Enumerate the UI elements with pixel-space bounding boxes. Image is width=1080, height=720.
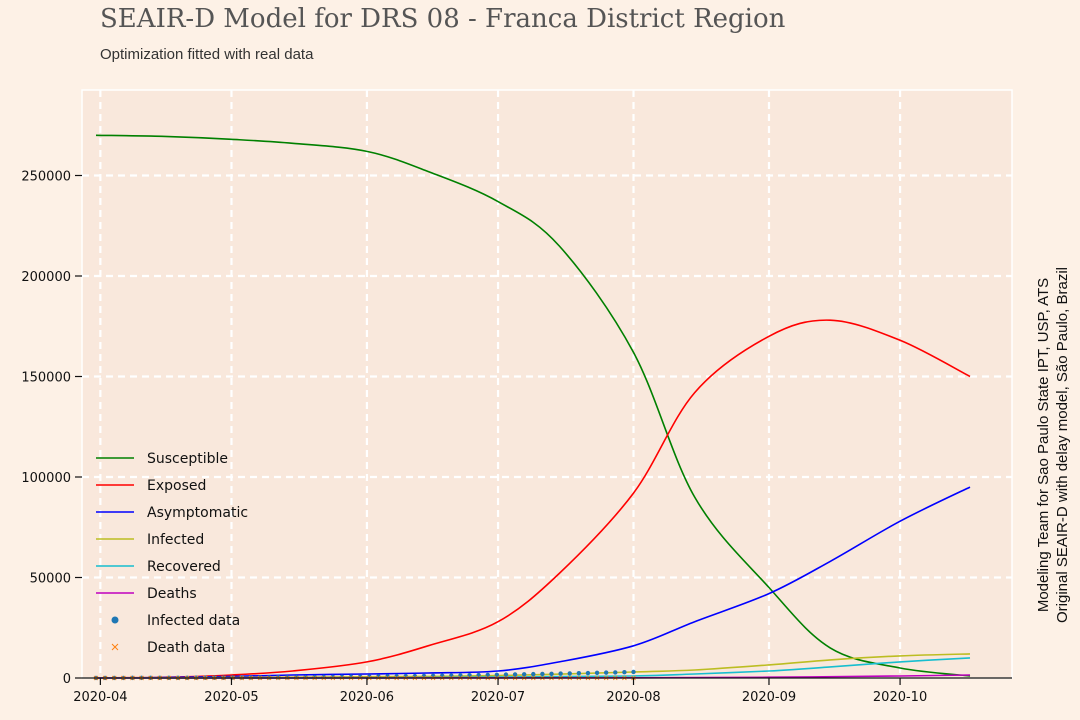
x-tick-label: 2020-05 [204, 690, 258, 705]
infected-data-point [503, 672, 509, 677]
side-note-group: Modeling Team for Sao Paulo State IPT, U… [1035, 267, 1071, 623]
grid [82, 90, 1012, 678]
infected-data-point [512, 672, 518, 677]
infected-data-point [540, 671, 545, 677]
legend: Susceptible Exposed Asymptomatic Infected Re… [96, 451, 248, 656]
y-tick-label: 250000 [21, 170, 71, 185]
legend-label: Exposed [147, 478, 206, 494]
legend-label: Infected data [147, 613, 240, 629]
y-tick-label: 50000 [30, 572, 71, 587]
legend-swatch [111, 643, 119, 651]
infected-data-point [549, 671, 554, 676]
infected-data-point [567, 671, 572, 676]
infected-data-point [303, 674, 308, 680]
infected-data-point [439, 673, 445, 678]
legend-label: Infected [147, 532, 204, 548]
chart-title: SEAIR-D Model for DRS 08 - Franca Distri… [100, 4, 786, 34]
legend-label: Asymptomatic [147, 505, 248, 521]
infected-data-point [594, 670, 600, 676]
infected-data-point [613, 670, 618, 675]
legend-swatch [111, 616, 119, 624]
y-tick-label: 200000 [21, 270, 71, 285]
y-tick-label: 0 [63, 672, 71, 687]
legend-label: Recovered [147, 559, 221, 575]
infected-data-point [558, 671, 563, 676]
legend-label: Death data [147, 640, 225, 656]
legend-label: Susceptible [147, 451, 228, 467]
x-tick-label: 2020-06 [340, 690, 394, 705]
infected-data-point [285, 675, 290, 680]
infected-data-point [531, 671, 536, 677]
infected-data-point [294, 675, 299, 680]
infected-data-point [521, 672, 527, 677]
side-note-line-2: Original SEAIR-D with delay model, São P… [1054, 267, 1071, 623]
x-tick-label: 2020-10 [873, 690, 927, 705]
infected-data-point [276, 675, 281, 680]
x-axis-ticks: 2020-04 2020-05 2020-06 2020-07 2020-08 2020-… [73, 678, 927, 705]
series-line-susceptible [95, 134, 971, 677]
side-note-line-1: Modeling Team for Sao Paulo State IPT, U… [1035, 278, 1052, 612]
plot-area [81, 89, 1013, 679]
x-tick-label: 2020-08 [606, 690, 660, 705]
infected-data-point [585, 670, 591, 676]
x-tick-label: 2020-09 [742, 690, 796, 705]
infected-data-point [603, 670, 609, 675]
x-tick-label: 2020-04 [73, 690, 127, 705]
infected-data-point [494, 672, 500, 677]
chart-subtitle: Optimization fitted with real data [100, 46, 314, 63]
infected-data-point [430, 673, 436, 678]
legend-label: Deaths [147, 586, 197, 602]
y-tick-label: 150000 [21, 371, 71, 386]
infected-data-point [476, 672, 481, 678]
y-tick-label: 100000 [21, 471, 71, 486]
series-line-exposed [95, 319, 971, 679]
infected-data-point [631, 669, 636, 675]
infected-data-point [622, 669, 627, 675]
infected-data-point [576, 671, 582, 676]
x-tick-label: 2020-07 [471, 690, 525, 705]
y-axis-ticks: 0 50000 100000 150000 200000 250000 [21, 170, 82, 687]
infected-data-point [485, 672, 490, 678]
